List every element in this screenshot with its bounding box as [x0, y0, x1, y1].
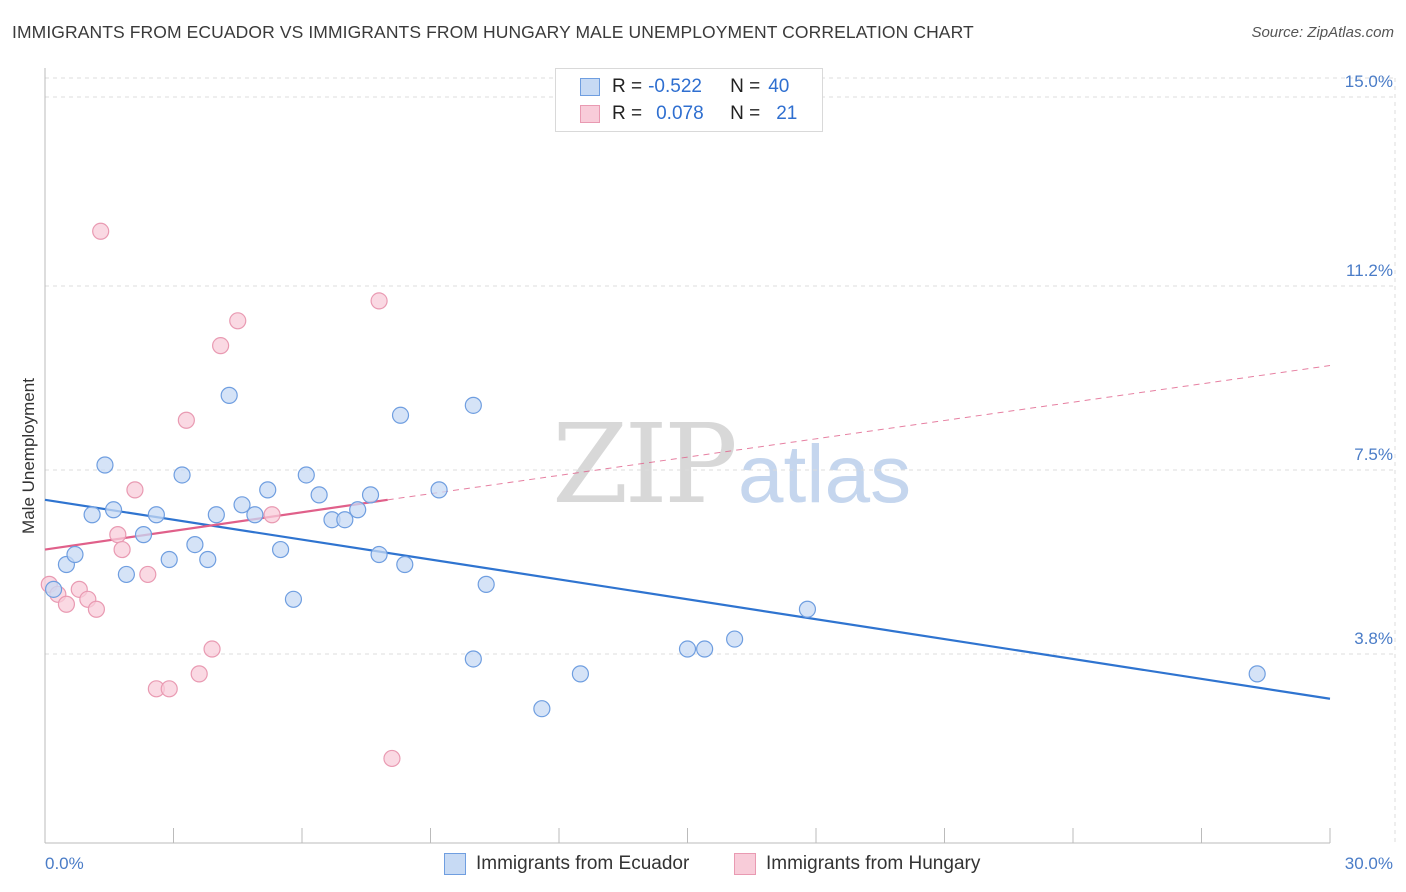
ecuador-point	[259, 481, 277, 499]
hungary-point	[177, 411, 195, 429]
ecuador-point	[310, 486, 328, 504]
hungary-point	[113, 540, 131, 559]
ecuador-point	[160, 550, 178, 569]
ecuador-point	[464, 650, 482, 668]
ecuador-point	[66, 545, 84, 564]
ecuador-point	[297, 466, 315, 484]
hungary-swatch	[580, 105, 600, 123]
hungary-point	[383, 749, 401, 768]
hungary-r-value: 0.078	[656, 103, 704, 124]
ecuador-point	[207, 506, 225, 524]
ecuador-point	[284, 590, 303, 608]
hungary-point	[190, 665, 208, 683]
y-tick-label: 7.5%	[1354, 445, 1393, 464]
gridlines	[45, 77, 1396, 843]
ecuador-point	[696, 640, 714, 658]
ecuador-trend-line	[44, 498, 1331, 700]
ecuador-point	[726, 630, 744, 648]
x-tick-label-min: 0.0%	[45, 854, 84, 873]
hungary-point	[126, 481, 144, 499]
ecuador-point	[246, 506, 264, 524]
trend-lines	[44, 365, 1331, 700]
ecuador-point	[117, 565, 135, 584]
ecuador-point	[349, 501, 367, 519]
bottom-legend-hungary: Immigrants from Hungary	[734, 852, 980, 876]
ecuador-point	[678, 640, 697, 658]
ecuador-point	[391, 406, 410, 424]
ecuador-r-label: R =	[612, 76, 643, 97]
ecuador-point	[477, 575, 495, 593]
axes	[44, 68, 1331, 844]
ecuador-point	[430, 481, 448, 499]
ecuador-point	[104, 501, 123, 519]
ecuador-point	[1248, 665, 1266, 683]
bottom-ecuador-label: Immigrants from Ecuador	[476, 853, 690, 874]
ecuador-point	[361, 486, 380, 504]
hungary-point	[370, 292, 388, 310]
hungary-trend-extension	[387, 365, 1331, 501]
ecuador-point	[533, 700, 551, 718]
ecuador-point	[134, 526, 153, 544]
hungary-n-value: 21	[776, 103, 798, 124]
stats-legend: R = -0.522 N = 40 R = 0.078 N = 21	[555, 68, 823, 132]
hungary-point	[212, 337, 230, 355]
watermark: ZIPatlas	[552, 400, 911, 528]
ecuador-point	[798, 600, 817, 618]
data-points	[40, 222, 1266, 768]
hungary-point	[263, 506, 281, 524]
hungary-point	[139, 565, 157, 584]
hungary-point	[92, 222, 110, 240]
ecuador-r-value: -0.522	[648, 76, 702, 97]
hungary-r-label: R =	[612, 103, 643, 124]
chart-title: IMMIGRANTS FROM ECUADOR VS IMMIGRANTS FR…	[12, 22, 974, 42]
hungary-trend-line	[44, 498, 388, 551]
y-tick-label: 15.0%	[1345, 72, 1393, 91]
ecuador-n-label: N =	[730, 76, 761, 97]
hungary-n-label: N =	[730, 103, 761, 124]
ecuador-point	[173, 466, 191, 484]
hungary-point	[229, 312, 247, 330]
ecuador-point	[83, 506, 101, 524]
bottom-hungary-swatch	[734, 853, 756, 875]
y-axis-label: Male Unemployment	[19, 378, 38, 534]
watermark-zip: ZIP	[552, 400, 738, 528]
x-tick-label-max: 30.0%	[1345, 854, 1393, 873]
tick-labels: 3.8% 7.5% 11.2% 15.0% 0.0% 30.0% Male Unemploy…	[19, 72, 1393, 873]
watermark-atlas: atlas	[737, 429, 912, 520]
ecuador-point	[96, 456, 114, 474]
bottom-legend-ecuador: Immigrants from Ecuador	[444, 852, 689, 876]
y-tick-label: 11.2%	[1346, 261, 1393, 280]
legend-row-ecuador: R = -0.522 N = 40	[580, 75, 789, 99]
hungary-point	[87, 600, 106, 618]
bottom-hungary-label: Immigrants from Hungary	[766, 853, 981, 874]
ecuador-point	[464, 396, 482, 414]
ecuador-point	[370, 545, 388, 564]
bottom-ecuador-swatch	[444, 853, 466, 875]
ecuador-point	[220, 386, 238, 404]
hungary-point	[160, 680, 178, 698]
ecuador-point	[271, 540, 290, 559]
ecuador-point	[199, 550, 217, 569]
ecuador-point	[571, 665, 590, 683]
hungary-point	[57, 595, 76, 613]
hungary-point	[203, 640, 221, 658]
ecuador-point	[233, 496, 251, 514]
source-label: Source: ZipAtlas.com	[1251, 24, 1394, 41]
ecuador-point	[186, 535, 204, 554]
legend-row-hungary: R = 0.078 N = 21	[580, 102, 797, 126]
ecuador-point	[396, 555, 414, 574]
ecuador-n-value: 40	[768, 76, 790, 97]
y-tick-label: 3.8%	[1354, 629, 1393, 648]
ecuador-point	[336, 511, 354, 529]
ecuador-point	[44, 580, 63, 598]
ecuador-point	[147, 506, 165, 524]
ecuador-swatch	[580, 78, 600, 96]
hungary-point	[109, 526, 127, 544]
